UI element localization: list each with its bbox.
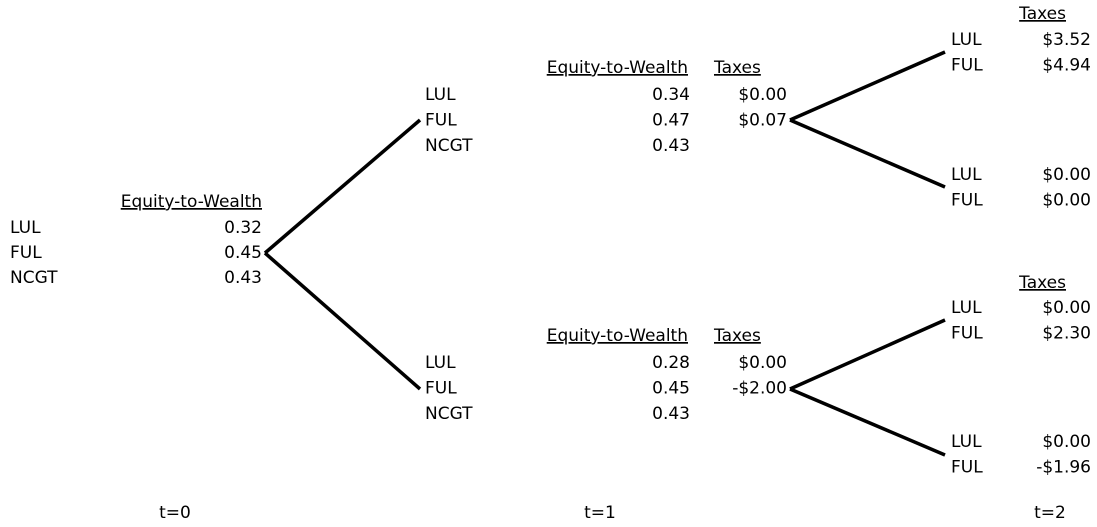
row-label: LUL	[951, 30, 982, 50]
row-label: FUL	[951, 191, 983, 211]
tax-value: $4.94	[1042, 56, 1091, 76]
row-label: LUL	[425, 85, 456, 105]
header: Taxes	[713, 58, 761, 78]
row-label: FUL	[951, 324, 983, 344]
equity-value: 0.45	[652, 379, 690, 399]
header: Equity-to-Wealth	[547, 326, 688, 346]
tax-value: $0.00	[1042, 298, 1091, 318]
tax-value: $0.07	[738, 111, 787, 131]
equity-value: 0.47	[652, 111, 690, 131]
row-label: LUL	[951, 165, 982, 185]
row-label: FUL	[425, 379, 457, 399]
tax-value: -$2.00	[732, 379, 787, 399]
header: Taxes	[1018, 4, 1066, 24]
time-label: t=2	[1034, 503, 1066, 523]
row-label: FUL	[425, 111, 457, 131]
header: Equity-to-Wealth	[547, 58, 688, 78]
row-label: LUL	[951, 298, 982, 318]
tax-value: $0.00	[738, 353, 787, 373]
branch	[789, 118, 946, 189]
row-label: NCGT	[425, 136, 473, 156]
tax-value: $0.00	[1042, 432, 1091, 452]
row-label: FUL	[951, 56, 983, 76]
equity-value: 0.32	[224, 218, 262, 238]
equity-value: 0.34	[652, 85, 690, 105]
row-label: NCGT	[425, 404, 473, 424]
equity-value: 0.45	[224, 243, 262, 263]
branch	[789, 387, 946, 457]
tax-value: -$1.96	[1036, 458, 1091, 478]
branch	[789, 50, 946, 122]
time-label: t=1	[584, 503, 616, 523]
row-label: LUL	[425, 353, 456, 373]
tax-value: $3.52	[1042, 30, 1091, 50]
branch	[263, 118, 422, 255]
time-label: t=0	[159, 503, 191, 523]
tax-value: $0.00	[1042, 191, 1091, 211]
row-label: LUL	[951, 432, 982, 452]
tax-value: $2.30	[1042, 324, 1091, 344]
equity-value: 0.43	[652, 404, 690, 424]
equity-value: 0.43	[652, 136, 690, 156]
branch	[789, 318, 946, 391]
header: Taxes	[713, 326, 761, 346]
tax-value: $0.00	[738, 85, 787, 105]
equity-value: 0.28	[652, 353, 690, 373]
header: Taxes	[1018, 273, 1066, 293]
row-label: FUL	[951, 458, 983, 478]
equity-value: 0.43	[224, 268, 262, 288]
tax-value: $0.00	[1042, 165, 1091, 185]
row-label: FUL	[10, 243, 42, 263]
branch	[263, 251, 422, 391]
header: Equity-to-Wealth	[121, 192, 262, 212]
row-label: NCGT	[10, 268, 58, 288]
row-label: LUL	[10, 218, 41, 238]
